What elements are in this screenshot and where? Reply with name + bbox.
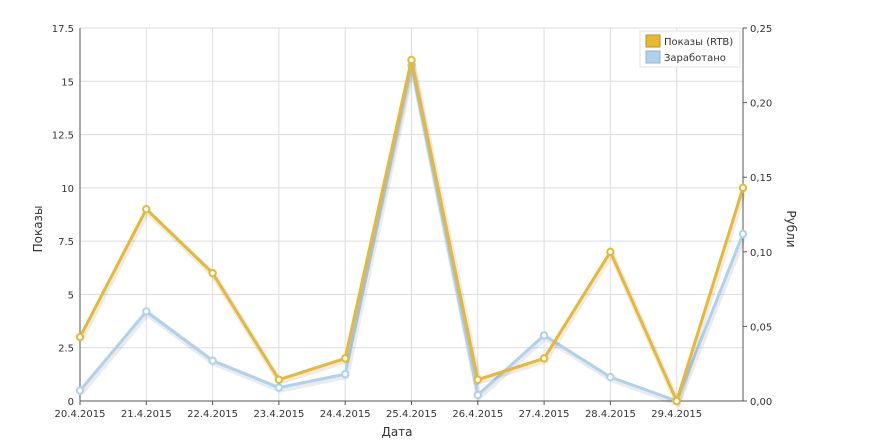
right-y-axis-title: Рубли	[784, 210, 798, 247]
data-point[interactable]	[606, 247, 615, 257]
x-tick-label: 23.4.2015	[253, 409, 304, 420]
data-point[interactable]	[341, 354, 350, 363]
data-point[interactable]	[606, 372, 615, 382]
series-line-shadow	[78, 61, 747, 412]
x-tick-label: 21.4.2015	[121, 409, 172, 420]
left-y-axis-title: Показы	[31, 206, 45, 253]
legend-label-earned[interactable]: Заработано	[664, 53, 726, 64]
chart-series	[75, 55, 748, 412]
chart-grid	[79, 27, 744, 402]
legend-swatch-earned[interactable]	[645, 50, 661, 64]
data-point[interactable]	[738, 229, 748, 239]
data-point[interactable]	[208, 268, 217, 278]
x-tick-label: 22.4.2015	[187, 409, 238, 420]
x-axis-title: Дата	[381, 425, 412, 439]
series-shows	[75, 55, 748, 412]
x-tick-label: 20.4.2015	[55, 409, 106, 420]
right-y-tick-label: 0,15	[750, 173, 772, 184]
data-point[interactable]	[473, 375, 482, 384]
series-line-shadow	[78, 66, 747, 407]
legend-label-shows[interactable]: Показы (RTB)	[664, 37, 733, 48]
left-y-tick-label: 7.5	[58, 237, 74, 248]
right-y-tick-label: 0,25	[750, 24, 772, 35]
legend-swatch-shows[interactable]	[645, 34, 661, 48]
x-tick-label: 26.4.2015	[452, 409, 503, 420]
data-point[interactable]	[407, 55, 416, 65]
x-tick-label: 28.4.2015	[585, 409, 636, 420]
left-y-tick-label: 17.5	[52, 24, 74, 35]
left-y-tick-label: 5	[68, 290, 74, 301]
data-point[interactable]	[341, 369, 350, 379]
chart-legend: Показы (RTB) Заработано	[639, 30, 741, 68]
data-point[interactable]	[539, 354, 549, 363]
left-y-tick-label: 0	[68, 397, 74, 408]
left-y-tick-label: 15	[61, 77, 74, 88]
right-y-tick-label: 0,05	[750, 322, 772, 333]
data-point[interactable]	[142, 204, 151, 214]
x-tick-label: 29.4.2015	[651, 409, 702, 420]
x-tick-label: 27.4.2015	[519, 409, 570, 420]
data-point[interactable]	[274, 383, 284, 392]
data-point[interactable]	[539, 331, 549, 340]
data-point[interactable]	[738, 183, 748, 193]
left-y-tick-label: 10	[61, 184, 74, 195]
left-y-tick-label: 2.5	[58, 344, 74, 355]
data-point[interactable]	[75, 332, 85, 342]
data-point[interactable]	[274, 375, 284, 384]
right-y-tick-label: 0,10	[750, 248, 772, 259]
data-point[interactable]	[142, 307, 151, 316]
left-y-tick-label: 12.5	[52, 131, 74, 142]
x-tick-label: 25.4.2015	[386, 409, 437, 420]
data-point[interactable]	[473, 390, 482, 400]
right-y-tick-label: 0,00	[750, 397, 772, 408]
data-point[interactable]	[208, 356, 217, 365]
right-y-tick-label: 0,20	[750, 99, 772, 110]
data-point[interactable]	[75, 386, 85, 395]
x-tick-label: 24.4.2015	[320, 409, 371, 420]
chart-tick-labels: 0 2.5 5 7.5 10 12.5 15 17.5 0,00 0,05 0,10 0,15 0,20…	[52, 24, 773, 420]
data-point[interactable]	[672, 396, 681, 406]
